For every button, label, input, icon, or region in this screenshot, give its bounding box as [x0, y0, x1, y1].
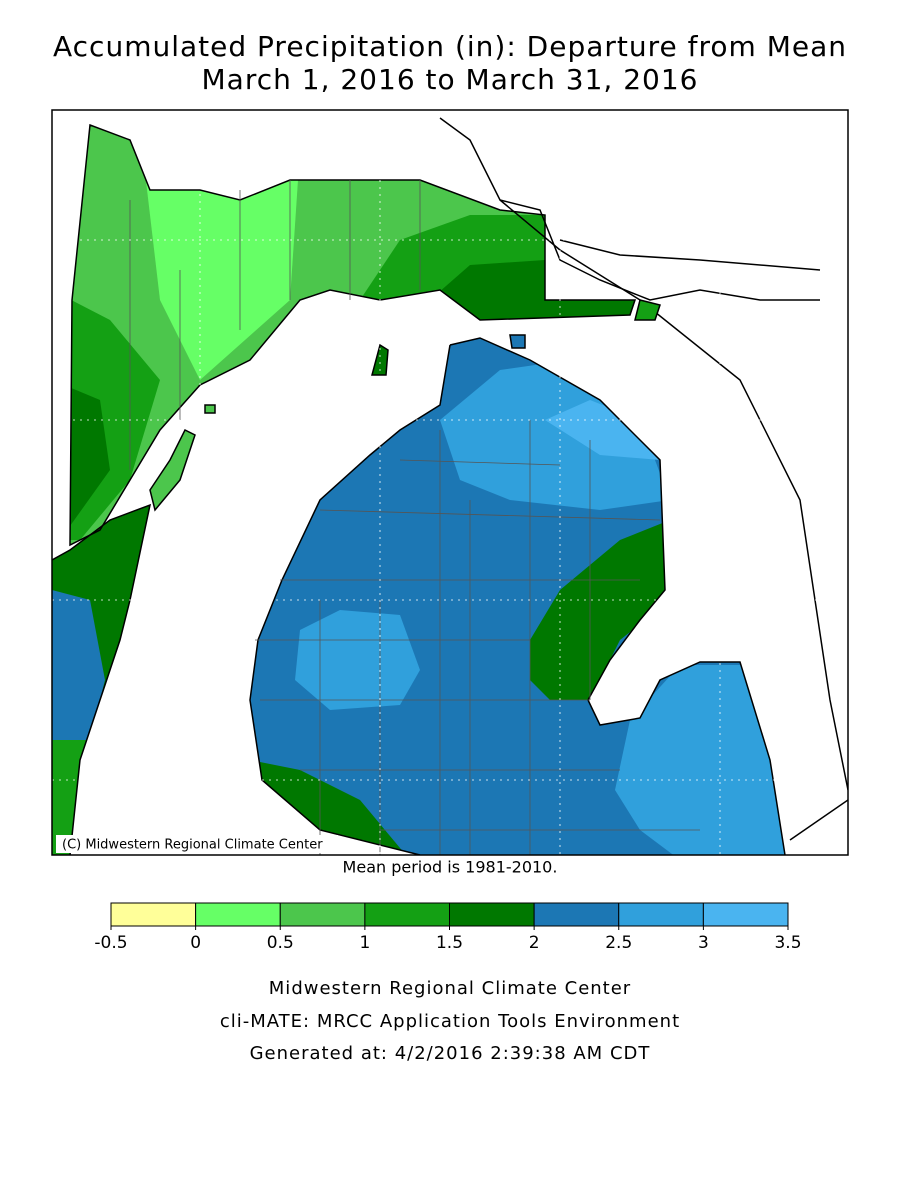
credit: (C) Midwestern Regional Climate Center	[62, 838, 323, 853]
legend-tick-label: 3.5	[774, 933, 801, 953]
legend-tick-label: 0.5	[267, 933, 294, 953]
title-line: March 1, 2016 to March 31, 2016	[202, 63, 699, 96]
footer-line: Midwestern Regional Climate Center	[269, 978, 631, 999]
legend-tick-label: 1.5	[436, 933, 463, 953]
legend-swatch	[702, 902, 789, 927]
legend-tick-label: -0.5	[94, 933, 127, 953]
map-frame	[51, 109, 849, 856]
legend-tick-label: 2	[529, 933, 540, 953]
footer-line: Generated at: 4/2/2016 2:39:38 AM CDT	[250, 1043, 651, 1064]
legend-swatch	[618, 902, 704, 927]
credit-box	[56, 835, 338, 853]
legend-tick-label: 1	[359, 933, 370, 953]
legend-swatch	[195, 902, 281, 927]
legend-swatch	[110, 902, 197, 927]
title-line: Accumulated Precipitation (in): Departur…	[53, 30, 847, 63]
legend-swatch	[364, 902, 450, 927]
legend-swatch	[449, 902, 535, 927]
legend-swatch	[279, 902, 366, 927]
legend-tick-label: 3	[698, 933, 709, 953]
legend-tick-label: 0	[190, 933, 201, 953]
legend-tick-label: 2.5	[605, 933, 632, 953]
note: Mean period is 1981-2010.	[343, 858, 558, 877]
footer-line: cli-MATE: MRCC Application Tools Environ…	[220, 1011, 680, 1032]
legend-swatch	[533, 902, 620, 927]
graticule	[52, 110, 848, 855]
legend: -0.5 0 0.5 1 1.5 2 2.5 3 3.5	[94, 902, 802, 953]
